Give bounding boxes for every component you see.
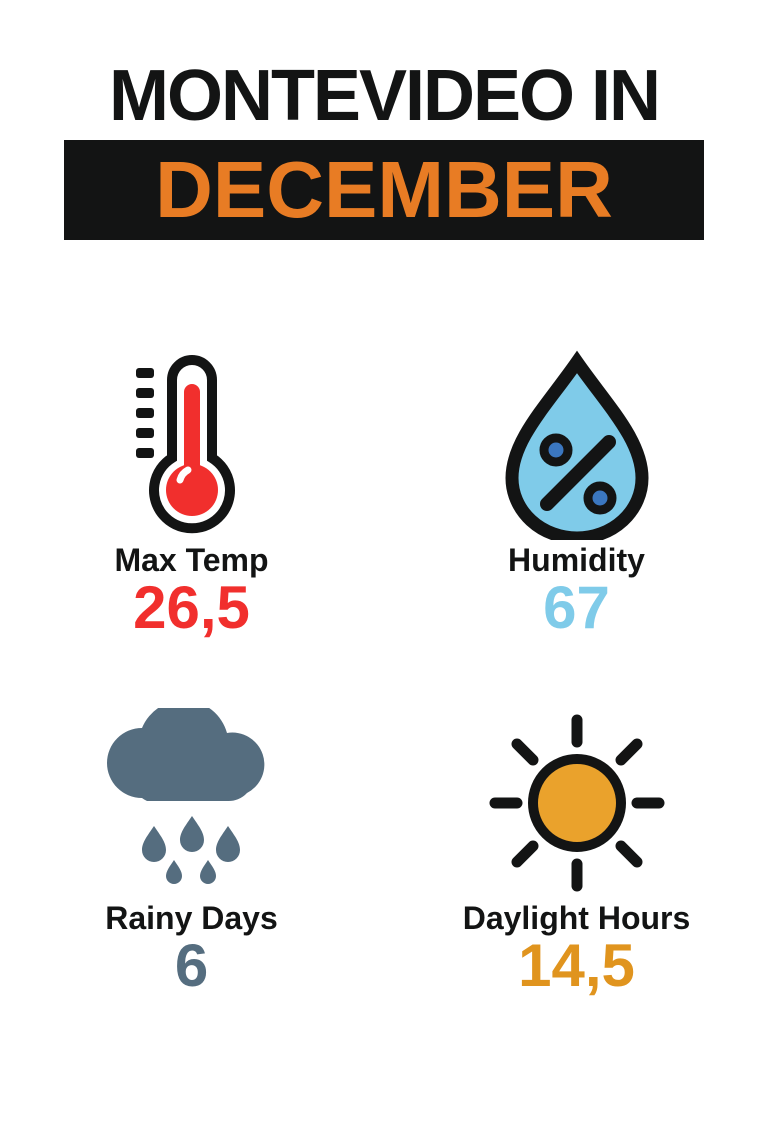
max-temp-label: Max Temp — [114, 544, 268, 576]
metric-humidity: Humidity 67 — [449, 340, 704, 638]
rainy-days-value: 6 — [175, 936, 208, 996]
thermometer-icon — [92, 340, 292, 540]
title-month: DECEMBER — [155, 150, 613, 230]
daylight-value: 14,5 — [518, 936, 635, 996]
metric-daylight: Daylight Hours 14,5 — [449, 698, 704, 996]
humidity-label: Humidity — [508, 544, 645, 576]
daylight-label: Daylight Hours — [463, 902, 691, 934]
title-line1: MONTEVIDEO IN — [109, 60, 659, 132]
rainy-days-label: Rainy Days — [105, 902, 278, 934]
metrics-grid: Max Temp 26,5 Humidity 67 — [64, 340, 704, 996]
humidity-value: 67 — [543, 578, 610, 638]
max-temp-value: 26,5 — [133, 578, 250, 638]
humidity-icon — [477, 340, 677, 540]
title-banner: DECEMBER — [64, 140, 704, 240]
metric-max-temp: Max Temp 26,5 — [64, 340, 319, 638]
sun-icon — [477, 698, 677, 898]
metric-rainy-days: Rainy Days 6 — [64, 698, 319, 996]
rain-cloud-icon — [92, 698, 292, 898]
